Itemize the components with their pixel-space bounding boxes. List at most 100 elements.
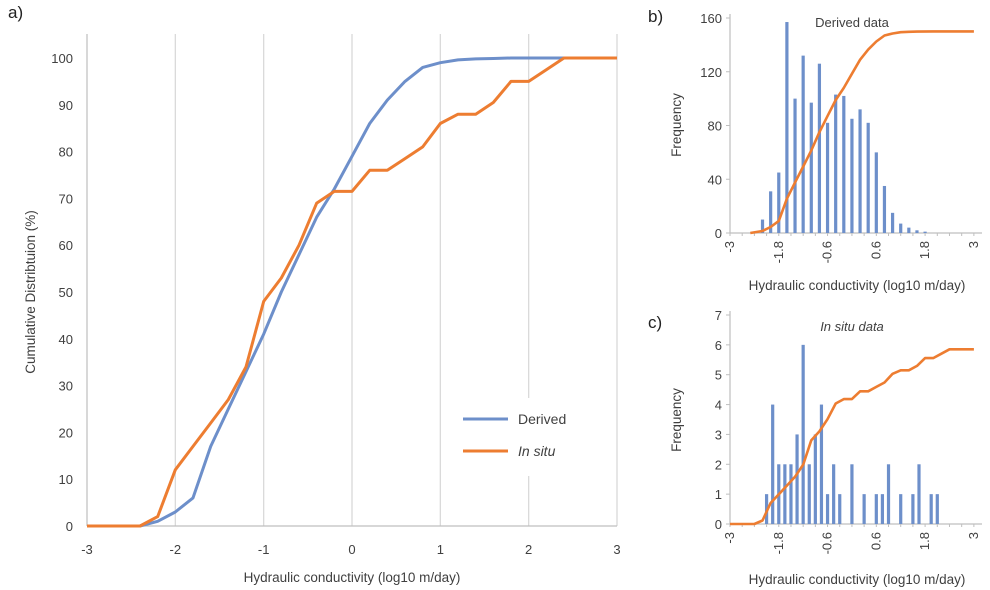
y-tick-label: 2 [715, 457, 722, 472]
x-tick-label: -1.8 [771, 241, 786, 263]
y-tick-label: 0 [715, 517, 722, 532]
histogram-bar [880, 494, 885, 524]
histogram-bar [874, 494, 878, 524]
panel-b-ylabel: Frequency [669, 93, 684, 157]
y-tick-label: 120 [700, 65, 722, 80]
histogram-bar [769, 191, 773, 233]
y-tick-label: 80 [708, 119, 722, 134]
histogram-bar [862, 494, 866, 524]
series-line-derived [87, 56, 617, 528]
histogram-bar [801, 344, 805, 524]
histogram-bar [832, 464, 836, 524]
histogram-bar [795, 434, 799, 524]
histogram-bar [929, 494, 933, 524]
cumulative-curve [750, 30, 974, 235]
histogram-bar [842, 95, 846, 233]
histogram-bar [834, 94, 838, 233]
x-tick-label: -0.6 [820, 532, 835, 554]
y-tick-label: 4 [715, 398, 722, 413]
y-tick-label: 40 [59, 332, 73, 347]
histogram-bar [874, 152, 878, 233]
histogram-bar [899, 494, 903, 524]
histogram-bar [911, 494, 915, 524]
y-tick-label: 90 [59, 98, 73, 113]
x-tick-label: -3 [81, 542, 93, 557]
panel-c-tag: c) [648, 313, 662, 332]
histogram-bar [850, 464, 854, 524]
y-tick-label: 3 [715, 427, 722, 442]
x-tick-label: 3 [966, 241, 981, 248]
histogram-bar [785, 22, 789, 233]
histogram-bar [858, 109, 862, 233]
histogram-bar [789, 464, 793, 524]
histogram-bar [890, 212, 895, 233]
panel-a-ylabel: Cumulative Distribtuion (%) [23, 210, 38, 374]
x-tick-label: 3 [613, 542, 620, 557]
cumulative-curve [730, 347, 974, 526]
histogram-bar [813, 434, 817, 524]
histogram-bar [760, 219, 765, 233]
histogram-bar [882, 185, 887, 233]
histogram-bar [917, 464, 921, 524]
y-tick-label: 50 [59, 285, 73, 300]
y-tick-label: 70 [59, 191, 73, 206]
x-tick-label: -2 [170, 542, 182, 557]
histogram-bar [777, 172, 781, 233]
y-tick-label: 30 [59, 379, 73, 394]
y-tick-label: 0 [715, 226, 722, 241]
y-tick-label: 60 [59, 238, 73, 253]
panel-b-title: Derived data [815, 15, 889, 30]
y-tick-label: 7 [715, 308, 722, 323]
histogram-bar [801, 55, 805, 233]
panel-c-xlabel: Hydraulic conductivity (log10 m/day) [749, 572, 966, 587]
panel-a-xlabel: Hydraulic conductivity (log10 m/day) [244, 570, 461, 585]
histogram-bar [807, 464, 811, 524]
panel-b-tag: b) [648, 7, 663, 26]
panel-b-xlabel: Hydraulic conductivity (log10 m/day) [749, 278, 966, 293]
histogram-bar [819, 404, 824, 524]
histogram-bar [825, 494, 830, 524]
histogram-bar [793, 98, 797, 233]
y-tick-label: 160 [700, 11, 722, 26]
x-tick-label: -1.8 [771, 532, 786, 554]
legend-box [446, 398, 596, 476]
histogram-bar [935, 494, 939, 524]
histogram-bar [809, 102, 813, 233]
histogram-bar [886, 464, 891, 524]
panel-b-plot: 0 40 80 120 160 -3 -1.8 -0.6 0.6 1.8 3 [700, 11, 982, 263]
x-tick-label: -0.6 [820, 241, 835, 263]
histogram-bar [783, 464, 787, 524]
panel-c-plot: 0 1 2 3 4 5 6 7 -3 -1.8 -0.6 0.6 1.8 3 [715, 308, 982, 554]
x-tick-label: 0.6 [868, 532, 883, 550]
x-tick-label: -3 [722, 532, 737, 544]
panel-c-ylabel: Frequency [669, 388, 684, 452]
histogram-bar [825, 122, 830, 233]
histogram-bar [817, 63, 822, 233]
y-tick-label: 100 [51, 51, 73, 66]
legend: Derived In situ [446, 398, 596, 476]
y-tick-label: 40 [708, 172, 722, 187]
y-tick-label: 20 [59, 425, 73, 440]
x-tick-label: 2 [525, 542, 532, 557]
histogram-bar [915, 230, 919, 233]
x-tick-label: -1 [258, 542, 270, 557]
y-tick-label: 6 [715, 338, 722, 353]
y-tick-label: 80 [59, 145, 73, 160]
histogram-bar [850, 118, 854, 233]
x-tick-label: -3 [722, 241, 737, 253]
x-tick-label: 1.8 [917, 241, 932, 259]
histogram-bar [771, 404, 775, 524]
legend-label-insitu: In situ [518, 443, 556, 459]
histogram-bar [907, 227, 911, 233]
x-tick-label: 0.6 [868, 241, 883, 259]
series-line-insitu [87, 56, 617, 528]
histogram-bar [923, 231, 927, 233]
y-tick-label: 10 [59, 472, 73, 487]
panel-c-title: In situ data [820, 319, 884, 334]
histogram-bar [866, 122, 870, 233]
x-tick-label: 3 [966, 532, 981, 539]
histogram-bar [899, 223, 903, 233]
panel-a-tag: a) [8, 3, 23, 22]
